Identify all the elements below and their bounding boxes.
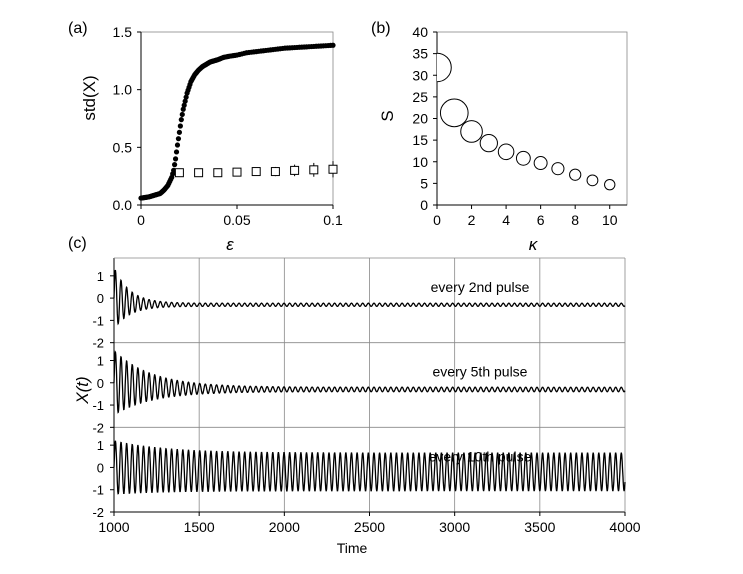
panel-b-circle-point <box>439 98 469 128</box>
panel-b-y-tick-label: 40 <box>412 24 428 40</box>
panel-a-square-point <box>290 165 300 175</box>
panel-a-filled-point <box>183 94 189 100</box>
panel-a-filled-point <box>175 136 182 142</box>
panel-b-xlabel: κ <box>529 235 539 254</box>
panel-c-trace-1 <box>113 269 626 326</box>
panel-b-label: (b) <box>371 20 391 37</box>
panel-a-square-point <box>328 164 338 174</box>
panel-b-x-tick-label: 6 <box>537 212 545 228</box>
panel-a-filled-point <box>182 98 188 104</box>
panel-a-x-tick-label: 0.05 <box>223 212 250 228</box>
panel-c-x-tick-label: 4000 <box>609 519 640 535</box>
panel-c-y-tick-label: -1 <box>92 398 104 413</box>
panel-c-trace-2 <box>113 350 626 414</box>
panel-b-y-tick-label: 25 <box>412 89 428 105</box>
panel-a-square-point <box>251 167 261 177</box>
panel-b-ylabel: S <box>378 110 397 121</box>
panel-c-trace-label: every 2nd pulse <box>431 279 530 295</box>
panel-c-x-tick-label: 3000 <box>439 519 470 535</box>
panel-b-circle-point <box>604 178 616 191</box>
panel-a-filled-point <box>179 111 185 118</box>
panel-b-x-tick-label: 0 <box>433 212 441 228</box>
panel-c-y-tick-label: -2 <box>92 336 104 351</box>
panel-c-y-tick-label: -2 <box>92 505 104 520</box>
panel-a-square-point <box>174 168 184 178</box>
panel-a-y-tick-label: 0.5 <box>113 139 133 155</box>
panel-a-filled-point <box>172 162 178 168</box>
panel-a-square-point <box>194 168 204 178</box>
panel-a-filled-point <box>181 102 187 108</box>
panel-c-trace-3 <box>113 440 626 495</box>
panel-b-x-tick-label: 8 <box>571 212 579 228</box>
panel-a-filled-point <box>172 156 179 162</box>
panel-c-x-tick-label: 2000 <box>269 519 300 535</box>
panel-a-filled-point <box>174 142 181 148</box>
panel-a-y-tick-label: 1.5 <box>113 24 133 40</box>
panel-a-square-point <box>270 167 280 177</box>
panel-b-circle-point <box>460 120 483 143</box>
panel-c-y-tick-label: 0 <box>97 460 104 475</box>
panel-c-y-tick-label: -1 <box>92 483 104 498</box>
panel-a-filled-point <box>178 117 184 123</box>
panel-c-y-tick-label: 1 <box>97 353 104 368</box>
panel-c-y-tick-label: 1 <box>97 269 104 284</box>
panel-a-filled-point <box>176 129 182 135</box>
panel-b-circle-point <box>479 134 498 153</box>
panel-b-points <box>437 52 616 191</box>
panel-b-circle-point <box>515 150 531 166</box>
panel-c-x-tick-label: 2500 <box>354 519 385 535</box>
panel-c-x-tick-label: 3500 <box>524 519 555 535</box>
panel-c-ylabel: X(t) <box>73 376 92 404</box>
panel-c: (c) X(t) Time 1000 1500 2000 2500 3000 3500 40… <box>68 235 641 556</box>
panel-c-x-tick-label: 1500 <box>184 519 215 535</box>
panel-a-x-tick-label: 0.1 <box>323 212 343 228</box>
panel-a-square-point <box>232 167 242 177</box>
panel-b-y-tick-label: 0 <box>420 197 428 213</box>
panel-a-filled-point <box>330 42 336 48</box>
panel-b-x-tick-label: 2 <box>468 212 476 228</box>
panel-b-circle-point <box>569 168 582 181</box>
panel-c-trace-label: every 5th pulse <box>433 364 528 380</box>
panel-a-filled-point <box>180 106 186 112</box>
panel-a: (a) std(X) ε 0 0.05 0.1 0.0 0.5 1.0 1.5 <box>68 20 343 254</box>
panel-c-xlabel: Time <box>337 540 368 556</box>
panel-b-y-tick-label: 35 <box>412 46 428 62</box>
panel-b-x-tick-label: 4 <box>502 212 510 228</box>
panel-a-ylabel: std(X) <box>80 75 99 120</box>
panel-c-y-tick-label: 0 <box>97 376 104 391</box>
panel-a-square-point <box>309 165 319 175</box>
panel-b-circle-point <box>437 52 452 83</box>
panel-b: (b) S κ 0 2 4 6 8 10 0 5 10 15 20 25 30 35 40 <box>371 20 628 254</box>
panel-c-y-tick-label: -2 <box>92 420 104 435</box>
panel-a-square-point <box>213 168 223 178</box>
panel-a-xlabel: ε <box>226 235 234 254</box>
panel-b-circle-point <box>586 174 599 187</box>
panel-b-y-tick-label: 30 <box>412 67 428 83</box>
panel-a-label: (a) <box>68 20 88 37</box>
panel-c-label: (c) <box>68 235 87 252</box>
panel-c-y-tick-label: 1 <box>97 438 104 453</box>
panel-a-filled-point <box>177 123 183 129</box>
panel-c-trace-label: every 10th pulse <box>429 448 532 464</box>
panel-b-y-tick-label: 10 <box>412 154 428 170</box>
panel-b-circle-point <box>551 162 565 176</box>
panel-b-y-tick-label: 5 <box>420 175 428 191</box>
panel-b-circle-point <box>497 143 515 161</box>
panel-a-y-tick-label: 1.0 <box>113 82 133 98</box>
panel-c-y-tick-label: 0 <box>97 291 104 306</box>
panel-a-x-tick-label: 0 <box>137 212 145 228</box>
panel-b-circle-point <box>533 156 548 171</box>
panel-b-y-tick-label: 20 <box>412 111 428 127</box>
panel-a-filled-point <box>173 149 180 155</box>
panel-b-x-tick-label: 10 <box>602 212 618 228</box>
panel-b-y-tick-label: 15 <box>412 132 428 148</box>
panel-c-x-tick-label: 1000 <box>98 519 129 535</box>
panel-a-y-tick-label: 0.0 <box>113 197 133 213</box>
panel-c-y-tick-label: -1 <box>92 313 104 328</box>
